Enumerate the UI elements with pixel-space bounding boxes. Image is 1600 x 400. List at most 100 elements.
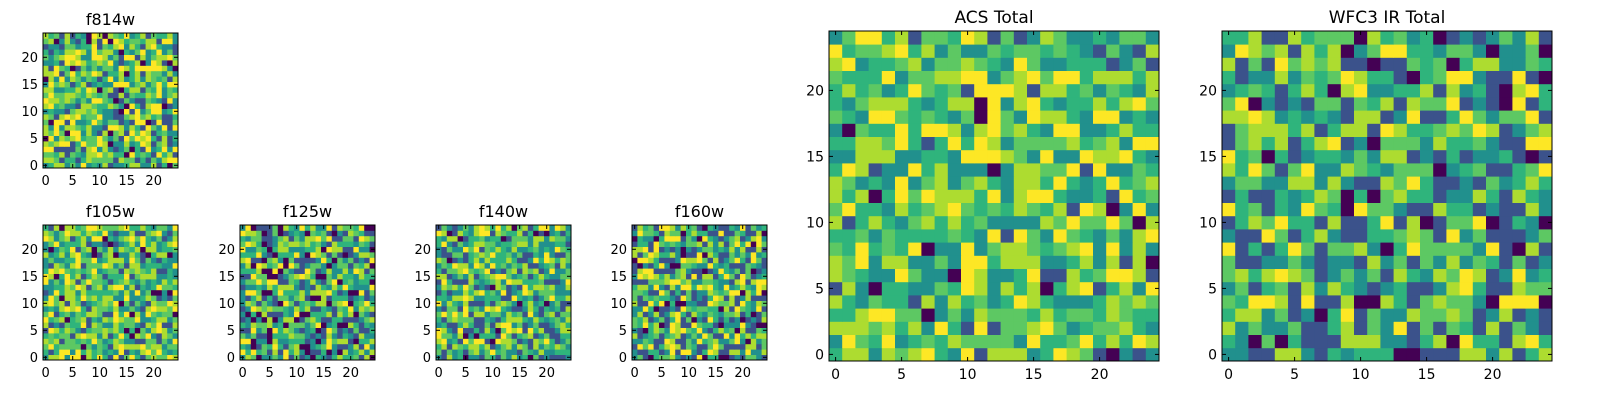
heatmap-cell: [675, 338, 681, 345]
heatmap-cell: [48, 54, 55, 61]
heatmap-cell: [1446, 189, 1460, 203]
heatmap-cell: [288, 338, 295, 345]
heatmap-cell: [987, 176, 1001, 190]
heatmap-cell: [947, 70, 962, 85]
heatmap-cell: [511, 354, 518, 361]
heatmap-cell: [881, 321, 896, 335]
heatmap-cell: [48, 284, 55, 291]
heatmap-cell: [1340, 215, 1355, 230]
heatmap-cell: [1248, 83, 1262, 98]
heatmap-cell: [1261, 44, 1276, 58]
heatmap-cell: [129, 306, 136, 312]
heatmap-cell: [1079, 334, 1094, 349]
heatmap-cell: [134, 108, 141, 115]
heatmap-cell: [129, 338, 136, 345]
heatmap-cell: [1119, 255, 1133, 269]
heatmap-cell: [80, 262, 87, 269]
x-tick-label: 0: [435, 366, 443, 381]
heatmap-cell: [326, 333, 333, 339]
heatmap-cell: [59, 43, 65, 50]
heatmap-cell: [495, 343, 502, 350]
heatmap-cell: [70, 230, 76, 237]
heatmap-cell: [1040, 268, 1054, 283]
heatmap-cell: [59, 76, 65, 82]
heatmap-cell: [107, 76, 114, 82]
heatmap-cell: [102, 151, 109, 158]
heatmap-cell: [86, 151, 92, 158]
heatmap-cell: [544, 311, 550, 318]
heatmap-cell: [140, 87, 146, 93]
heatmap-cell: [48, 252, 55, 258]
heatmap-cell: [348, 289, 354, 296]
heatmap-cell: [118, 343, 125, 350]
heatmap-cell: [648, 246, 654, 253]
heatmap-cell: [1420, 44, 1434, 58]
heatmap-cell: [256, 338, 262, 345]
heatmap-cell: [167, 252, 173, 258]
heatmap-cell: [436, 349, 442, 355]
heatmap-cell: [172, 252, 179, 258]
heatmap-cell: [48, 92, 55, 99]
heatmap-cell: [473, 338, 480, 345]
heatmap-cell: [1406, 215, 1421, 230]
heatmap-cell: [934, 149, 949, 164]
heatmap-cell: [495, 235, 502, 242]
heatmap-cell: [151, 246, 157, 253]
heatmap-cell: [517, 273, 523, 280]
heatmap-cell: [713, 349, 719, 355]
x-tick-label: 10: [680, 366, 697, 381]
heatmap-cell: [283, 338, 289, 345]
heatmap-cell: [745, 322, 752, 328]
heatmap-cell: [1420, 242, 1434, 256]
heatmap-cell: [522, 262, 529, 269]
heatmap-cell: [734, 316, 741, 323]
heatmap-cell: [446, 273, 453, 280]
heatmap-cell: [43, 157, 49, 163]
heatmap-cell: [358, 246, 365, 253]
heatmap-cell: [1367, 347, 1381, 362]
heatmap-cell: [272, 289, 279, 296]
heatmap-cell: [855, 229, 869, 243]
heatmap-cell: [1499, 347, 1513, 362]
heatmap-cell: [75, 76, 82, 82]
heatmap-cell: [151, 338, 157, 345]
heatmap-cell: [659, 289, 665, 296]
heatmap-cell: [1538, 255, 1553, 269]
heatmap-cell: [151, 311, 157, 318]
heatmap-cell: [267, 273, 273, 280]
axes-frame-f160w: [631, 224, 768, 361]
x-tick-label: 5: [1290, 367, 1299, 383]
heatmap-cell: [43, 241, 49, 247]
heatmap-cell: [1132, 295, 1147, 309]
heatmap-cell: [527, 289, 534, 296]
heatmap-cell: [974, 215, 988, 230]
heatmap-cell: [331, 333, 338, 339]
heatmap-cell: [1472, 110, 1487, 124]
heatmap-cell: [304, 230, 311, 237]
heatmap-cell: [842, 70, 856, 85]
heatmap-cell: [364, 322, 370, 328]
heatmap-cell: [261, 333, 268, 339]
heatmap-cell: [1027, 202, 1041, 217]
heatmap-cell: [895, 215, 909, 230]
heatmap-cell: [288, 333, 295, 339]
heatmap-cell: [527, 235, 534, 242]
heatmap-cell: [91, 279, 98, 285]
heatmap-cell: [304, 262, 311, 269]
heatmap-cell: [1235, 70, 1249, 85]
heatmap-cell: [664, 279, 671, 285]
heatmap-cell: [718, 279, 725, 285]
heatmap-cell: [167, 273, 173, 280]
heatmap-cell: [145, 338, 152, 345]
heatmap-cell: [172, 76, 179, 82]
heatmap-cell: [113, 38, 119, 45]
heatmap-cell: [310, 241, 316, 247]
heatmap-cell: [91, 151, 98, 158]
heatmap-cell: [326, 300, 333, 307]
heatmap-cell: [156, 114, 163, 120]
heatmap-cell: [1066, 268, 1081, 283]
heatmap-cell: [97, 97, 103, 104]
heatmap-cell: [59, 162, 65, 169]
heatmap-cell: [250, 257, 257, 264]
heatmap-cell: [261, 289, 268, 296]
